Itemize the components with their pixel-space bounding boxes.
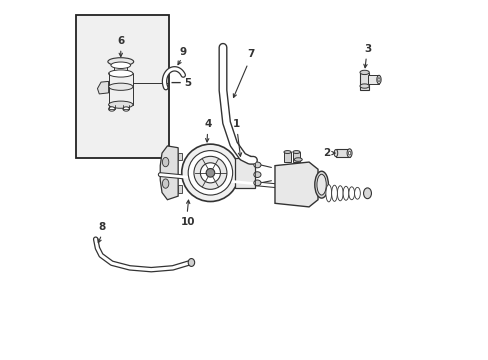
Bar [360,73,368,90]
Bar [178,185,182,193]
Ellipse shape [108,101,133,108]
Ellipse shape [111,62,130,68]
Ellipse shape [188,258,194,266]
Bar [114,64,127,73]
Ellipse shape [337,186,343,201]
Ellipse shape [376,75,380,84]
Bar [292,152,300,162]
Ellipse shape [363,188,371,199]
Polygon shape [97,81,108,94]
Bar [76,15,169,158]
Ellipse shape [122,107,129,111]
Bar [367,75,378,84]
Ellipse shape [108,83,133,90]
Polygon shape [274,162,317,207]
Circle shape [194,156,226,189]
Circle shape [188,150,232,195]
Text: 4: 4 [204,119,212,129]
Circle shape [182,144,239,202]
Ellipse shape [316,174,325,195]
Text: 3: 3 [363,44,370,54]
Ellipse shape [253,180,261,186]
Bar [284,152,290,162]
Text: 1: 1 [232,119,240,129]
Ellipse shape [162,157,168,167]
Text: 6: 6 [117,36,124,46]
Ellipse shape [359,84,368,88]
Ellipse shape [108,70,133,77]
Ellipse shape [325,185,331,202]
Text: 10: 10 [181,217,195,226]
Ellipse shape [253,162,261,168]
Ellipse shape [347,151,350,155]
Ellipse shape [294,158,302,161]
Text: 9: 9 [179,47,186,57]
Ellipse shape [292,150,300,153]
Bar [178,153,182,160]
Circle shape [206,168,214,177]
Text: 8: 8 [99,222,106,232]
Bar [234,158,254,188]
Circle shape [200,163,220,183]
Ellipse shape [162,179,168,188]
Ellipse shape [377,78,379,81]
Text: 7: 7 [247,49,254,59]
Ellipse shape [108,58,133,66]
Bar [335,149,349,157]
Ellipse shape [333,149,337,157]
Ellipse shape [346,149,351,157]
Ellipse shape [348,187,354,200]
Ellipse shape [253,172,261,177]
Ellipse shape [343,186,348,200]
Ellipse shape [354,187,360,199]
Text: 2: 2 [323,148,330,158]
Ellipse shape [359,70,368,75]
Ellipse shape [314,171,328,198]
Ellipse shape [284,150,290,153]
Text: — 5: — 5 [171,78,192,88]
Polygon shape [160,146,178,200]
Ellipse shape [331,185,337,201]
Ellipse shape [108,107,115,111]
